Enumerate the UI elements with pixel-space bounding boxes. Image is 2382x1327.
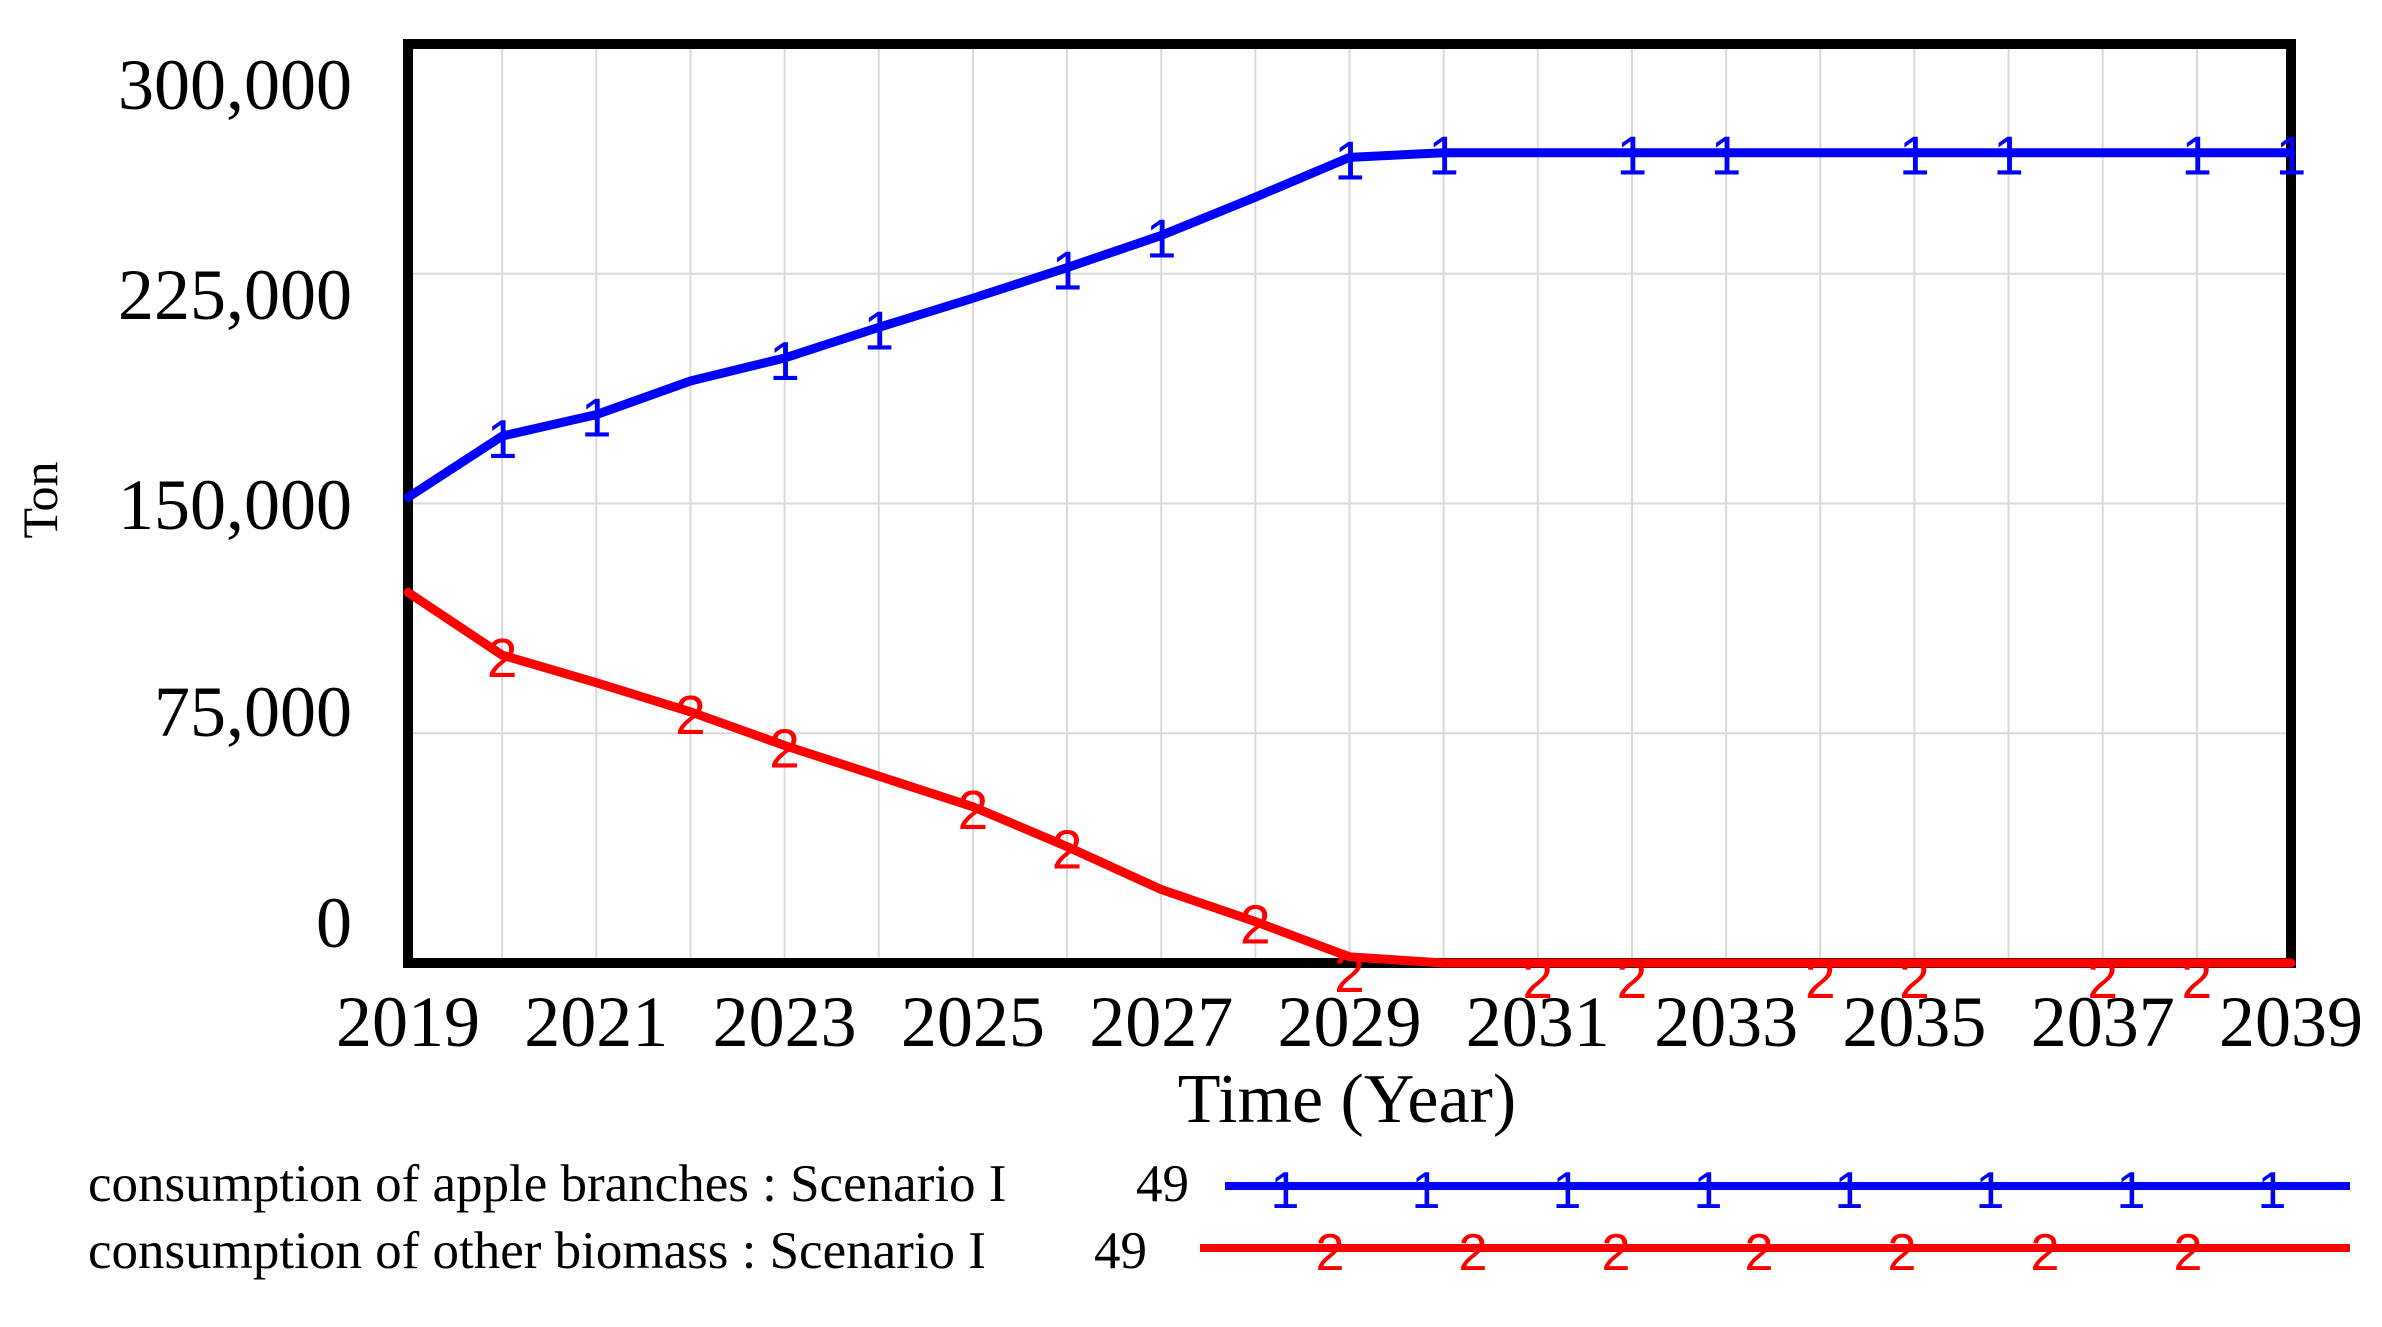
legend-sample-marker: 2 bbox=[1744, 1224, 1774, 1282]
legend-sample-marker: 1 bbox=[1552, 1162, 1582, 1220]
series-marker: 2 bbox=[2087, 948, 2118, 1010]
series-marker: 2 bbox=[2182, 948, 2213, 1010]
series-marker: 2 bbox=[1052, 819, 1083, 881]
series-marker: 2 bbox=[1805, 948, 1836, 1010]
y-tick-label: 0 bbox=[316, 883, 352, 963]
legend-sample-marker: 2 bbox=[1458, 1224, 1488, 1282]
series-marker: 2 bbox=[487, 627, 518, 689]
y-tick-label: 225,000 bbox=[118, 255, 352, 335]
x-tick-label: 2039 bbox=[2219, 982, 2363, 1062]
series-marker: 1 bbox=[581, 387, 612, 449]
x-tick-label: 2027 bbox=[1089, 982, 1233, 1062]
x-tick-label: 2033 bbox=[1654, 982, 1798, 1062]
y-tick-label: 300,000 bbox=[118, 45, 352, 125]
legend-sample-marker: 1 bbox=[1834, 1162, 1864, 1220]
series-marker: 2 bbox=[958, 779, 989, 841]
legend-sample-line-2 bbox=[1200, 1244, 2350, 1252]
legend-sample-line-1 bbox=[1225, 1182, 2350, 1190]
series-line-1 bbox=[403, 148, 2296, 502]
series-marker: 1 bbox=[769, 330, 800, 392]
series-marker: 1 bbox=[1711, 125, 1742, 187]
x-tick-label: 2037 bbox=[2031, 982, 2175, 1062]
x-tick-label: 2021 bbox=[524, 982, 668, 1062]
series-marker: 1 bbox=[2276, 125, 2307, 187]
series-marker: 1 bbox=[1052, 240, 1083, 302]
legend-sample-marker: 1 bbox=[1411, 1162, 1441, 1220]
legend-sample-marker: 1 bbox=[1693, 1162, 1723, 1220]
series-line-2 bbox=[403, 587, 2296, 968]
series-marker: 2 bbox=[1899, 948, 1930, 1010]
series-marker: 1 bbox=[2182, 125, 2213, 187]
x-tick-label: 2029 bbox=[1278, 982, 1422, 1062]
y-tick-label: 150,000 bbox=[118, 465, 352, 545]
legend-value-other-biomass: 49 bbox=[1094, 1222, 1147, 1280]
series-marker: 1 bbox=[1993, 125, 2024, 187]
legend-sample-marker: 2 bbox=[1887, 1224, 1917, 1282]
x-tick-label: 2031 bbox=[1466, 982, 1610, 1062]
legend-value-apple-branches: 49 bbox=[1136, 1155, 1189, 1213]
legend-label-apple-branches: consumption of apple branches : Scenario… bbox=[88, 1155, 1007, 1213]
y-tick-label: 75,000 bbox=[154, 672, 352, 752]
legend-sample-marker: 1 bbox=[1270, 1162, 1300, 1220]
series-marker: 2 bbox=[769, 718, 800, 780]
legend-sample-marker: 1 bbox=[2116, 1162, 2146, 1220]
series-marker: 1 bbox=[1899, 125, 1930, 187]
legend-label-other-biomass: consumption of other biomass : Scenario … bbox=[88, 1222, 986, 1280]
series-marker: 1 bbox=[1146, 207, 1177, 269]
series-marker: 2 bbox=[1617, 948, 1648, 1010]
series-marker: 2 bbox=[675, 684, 706, 746]
x-axis-title: Time (Year) bbox=[1177, 1061, 1517, 1138]
series-marker: 1 bbox=[1428, 125, 1459, 187]
series-marker: 2 bbox=[1334, 942, 1365, 1004]
legend-sample-marker: 1 bbox=[2257, 1162, 2287, 1220]
series-marker: 2 bbox=[1240, 894, 1271, 956]
legend-sample-marker: 2 bbox=[1315, 1224, 1345, 1282]
legend-sample-marker: 2 bbox=[1601, 1224, 1631, 1282]
series-marker: 1 bbox=[1334, 129, 1365, 191]
legend-sample-marker: 1 bbox=[1975, 1162, 2005, 1220]
x-tick-label: 2035 bbox=[1842, 982, 1986, 1062]
legend-sample-marker: 2 bbox=[2173, 1224, 2203, 1282]
series-marker: 1 bbox=[1617, 125, 1648, 187]
legend-sample-marker: 2 bbox=[2030, 1224, 2060, 1282]
x-tick-label: 2019 bbox=[336, 982, 480, 1062]
plot-frame bbox=[403, 39, 2296, 968]
series-marker: 1 bbox=[863, 299, 894, 361]
series-marker: 1 bbox=[487, 408, 518, 470]
series-marker: 2 bbox=[1523, 948, 1554, 1010]
x-tick-label: 2023 bbox=[713, 982, 857, 1062]
x-tick-label: 2025 bbox=[901, 982, 1045, 1062]
